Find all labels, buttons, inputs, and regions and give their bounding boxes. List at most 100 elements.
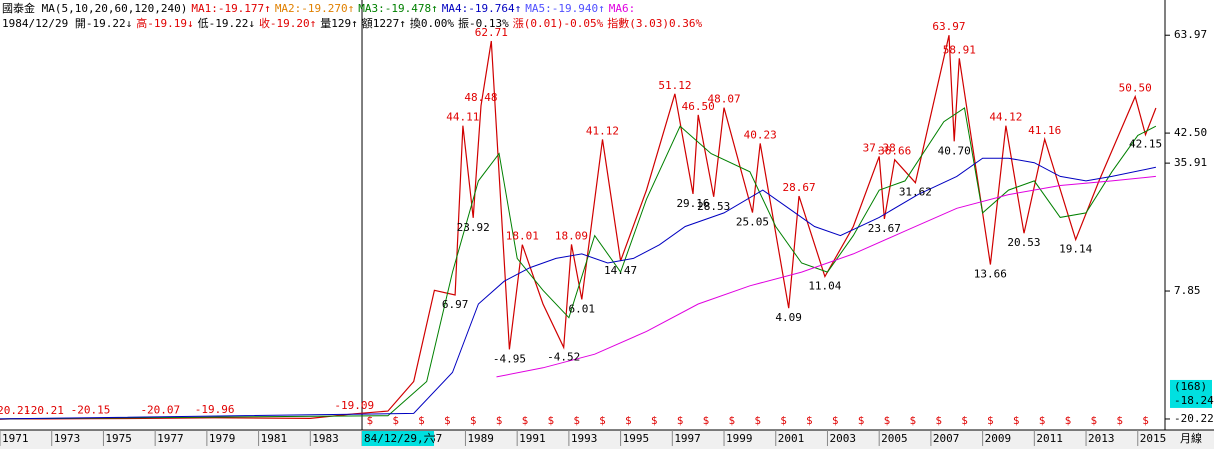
x-tick-label: 1991 <box>519 432 546 445</box>
low-label: 23.67 <box>868 222 901 235</box>
x-tick-label: 1977 <box>157 432 184 445</box>
header-item: 漲(0.01)-0.05% <box>512 17 604 30</box>
header-item: 額1227↑ <box>361 17 406 30</box>
low-label: 6.01 <box>569 302 596 315</box>
cursor-count: (168) <box>1174 380 1207 393</box>
y-tick-label: 42.50 <box>1174 126 1207 139</box>
high-label: 28.67 <box>782 181 815 194</box>
x-tick-label: 2007 <box>933 432 960 445</box>
header-item: MA4:-19.764↑ <box>441 2 522 15</box>
low-label: 29.16 <box>676 197 709 210</box>
header-item: MA1:-19.177↑ <box>191 2 271 15</box>
cursor-date-box <box>362 431 435 446</box>
high-label: 36.66 <box>878 145 911 158</box>
dividend-mark: $ <box>625 414 632 427</box>
x-tick-label: 1973 <box>54 432 80 445</box>
series-line <box>0 107 1157 420</box>
dividend-mark: $ <box>496 414 503 427</box>
x-tick-label: 2005 <box>881 432 908 445</box>
dividend-mark: $ <box>1090 414 1097 427</box>
low-label: 25.05 <box>736 216 769 229</box>
x-tick-label: 2003 <box>829 432 856 445</box>
x-tick-label: 1989 <box>467 432 494 445</box>
high-label: 37.38 <box>863 141 896 154</box>
x-tick-label: 1993 <box>571 432 598 445</box>
high-label: 51.12 <box>658 79 691 92</box>
dividend-mark: $ <box>573 414 580 427</box>
high-label: 18.09 <box>555 229 588 242</box>
low-label: -4.52 <box>547 350 580 363</box>
x-tick-label: 2011 <box>1036 432 1063 445</box>
dividend-mark: $ <box>599 414 606 427</box>
low-label: 23.92 <box>457 221 490 234</box>
dividend-mark: $ <box>547 414 554 427</box>
cursor-value: -18.24 <box>1174 394 1214 407</box>
high-label: -19.09 <box>334 399 374 412</box>
x-tick-label: 1997 <box>674 432 701 445</box>
dividend-mark: $ <box>418 414 425 427</box>
high-label: -20.07 <box>140 403 180 416</box>
dividend-mark: $ <box>780 414 787 427</box>
dividend-mark: $ <box>1013 414 1020 427</box>
high-label: 18.01 <box>506 230 539 243</box>
high-label: 63.97 <box>932 20 965 33</box>
dividend-mark: $ <box>1065 414 1072 427</box>
low-label: 14.47 <box>604 264 637 277</box>
dividend-mark: $ <box>909 414 916 427</box>
header-item: 收-19.20↑ <box>258 17 317 30</box>
x-tick-label: 1975 <box>105 432 131 445</box>
dividend-mark: $ <box>987 414 994 427</box>
header-item: MA5:-19.940↑ <box>525 2 605 15</box>
y-tick-label: 7.85 <box>1174 284 1201 297</box>
x-tick-label: 2015 <box>1140 432 1167 445</box>
dividend-mark: $ <box>884 414 891 427</box>
header-item: 指數(3.03)0.36% <box>607 17 703 30</box>
header-line-1: 國泰金 MA(5,10,20,60,120,240) MA1:-19.177↑ MA… <box>2 1 706 16</box>
x-tick-label: 1981 <box>261 432 288 445</box>
dividend-mark: $ <box>832 414 839 427</box>
header-item: 換0.00% <box>409 17 455 30</box>
header-item: 低-19.22↓ <box>197 17 255 30</box>
dividend-mark: $ <box>703 414 710 427</box>
header-item: MA3:-19.478↑ <box>358 2 438 15</box>
high-label: -20.21 <box>24 404 64 417</box>
series-line <box>0 157 1157 420</box>
y-tick-label: 63.97 <box>1174 28 1207 41</box>
high-label: 41.12 <box>586 124 619 137</box>
dividend-mark: $ <box>806 414 813 427</box>
low-label: 13.66 <box>974 268 1007 281</box>
low-label: 11.04 <box>808 279 841 292</box>
series-line <box>0 35 1157 420</box>
header-item: 量129↑ <box>320 17 358 30</box>
header-item: 1984/12/29 開-19.22↓ <box>2 17 133 30</box>
high-label: 50.50 <box>1119 82 1152 95</box>
dividend-mark: $ <box>961 414 968 427</box>
header: 國泰金 MA(5,10,20,60,120,240) MA1:-19.177↑ MA… <box>2 1 706 31</box>
x-tick-label: 2001 <box>778 432 805 445</box>
low-label: 40.70 <box>938 144 971 157</box>
high-label: 62.71 <box>475 26 508 39</box>
dividend-mark: $ <box>728 414 735 427</box>
y-tick-label: -20.22 <box>1174 412 1214 425</box>
high-label: 40.23 <box>744 128 777 141</box>
high-label: -20.15 <box>71 404 111 417</box>
low-label: 20.53 <box>1007 236 1040 249</box>
cursor-date: 84/12/29,六 <box>364 432 435 445</box>
low-label: 19.14 <box>1059 243 1092 256</box>
series-line <box>496 175 1156 378</box>
high-label: 58.91 <box>943 43 976 56</box>
low-label: 42.15 <box>1129 138 1162 151</box>
high-label: -20.21 <box>0 404 30 417</box>
header-item: 高-19.19↓ <box>136 17 194 30</box>
high-label: 44.12 <box>989 111 1022 124</box>
high-label: 48.48 <box>464 91 497 104</box>
dividend-mark: $ <box>1116 414 1123 427</box>
dividend-mark: $ <box>858 414 865 427</box>
low-label: 4.09 <box>775 311 802 324</box>
header-item: 國泰金 MA(5,10,20,60,120,240) <box>2 2 188 15</box>
dividend-mark: $ <box>366 414 373 427</box>
x-tick-label: 1983 <box>312 432 339 445</box>
header-item: MA6: <box>608 2 636 15</box>
dividend-mark: $ <box>935 414 942 427</box>
